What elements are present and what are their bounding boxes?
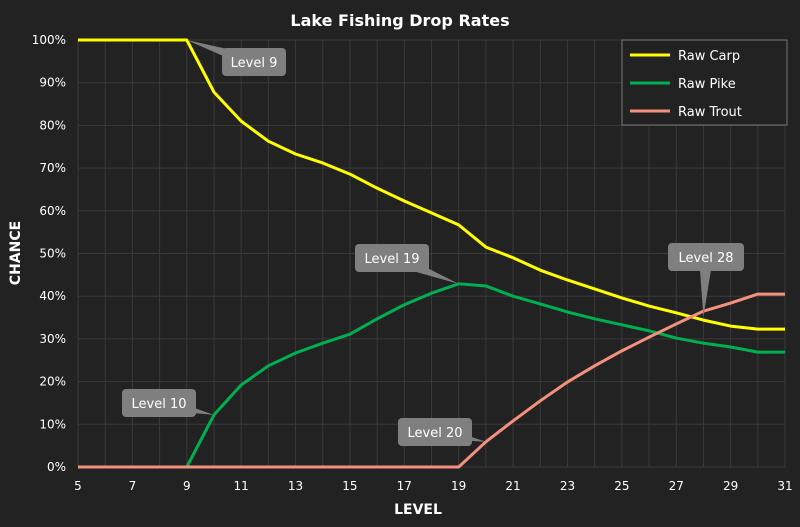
annotation-callout: Level 10	[122, 389, 214, 417]
callout-box	[122, 389, 196, 417]
chart-title: Lake Fishing Drop Rates	[290, 11, 509, 30]
x-tick-label: 31	[777, 479, 792, 493]
x-tick-label: 27	[669, 479, 684, 493]
legend-item: Raw Pike	[630, 77, 736, 92]
callout-label: Level 10	[132, 397, 187, 412]
y-tick-label: 90%	[39, 76, 66, 90]
y-tick-label: 50%	[39, 247, 66, 261]
callout-box	[355, 244, 429, 272]
x-tick-label: 7	[129, 479, 137, 493]
x-axis-ticks: 5 7 9 11 13 15 17 19 21 23 25 27 29 31	[74, 479, 792, 493]
x-tick-label: 11	[234, 479, 249, 493]
x-tick-label: 15	[342, 479, 357, 493]
x-tick-label: 21	[505, 479, 520, 493]
series-line-raw-trout	[78, 292, 785, 469]
callout-pointer	[699, 256, 713, 317]
x-tick-label: 23	[560, 479, 575, 493]
y-tick-label: 10%	[39, 417, 66, 431]
series-line-raw-pike	[78, 282, 785, 469]
callout-label: Level 9	[231, 56, 278, 71]
annotations: Level 9 Level 10 Level 19 Level 20 Level 28	[122, 40, 744, 446]
annotation-callout: Level 19	[355, 244, 459, 284]
y-tick-label: 100%	[32, 33, 66, 47]
callout-label: Level 20	[408, 426, 463, 441]
y-tick-label: 70%	[39, 161, 66, 175]
annotation-callout: Level 28	[668, 243, 744, 317]
x-axis-label: LEVEL	[394, 502, 442, 518]
x-tick-label: 25	[614, 479, 629, 493]
y-tick-label: 40%	[39, 289, 66, 303]
x-tick-label: 19	[451, 479, 466, 493]
x-tick-label: 5	[74, 479, 82, 493]
x-tick-label: 17	[397, 479, 412, 493]
series-lines	[78, 38, 785, 469]
legend-label: Raw Carp	[678, 49, 740, 64]
legend-label: Raw Trout	[678, 105, 742, 120]
y-tick-label: 20%	[39, 375, 66, 389]
callout-box	[398, 418, 472, 446]
annotation-callout: Level 9	[186, 40, 286, 76]
x-tick-label: 29	[723, 479, 738, 493]
y-tick-label: 0%	[47, 460, 66, 474]
y-axis-ticks: 0% 10% 20% 30% 40% 50% 60% 70% 80% 90% 100%	[32, 33, 66, 474]
callout-box	[668, 243, 744, 271]
callout-box	[222, 48, 286, 76]
y-tick-label: 60%	[39, 204, 66, 218]
callout-label: Level 19	[365, 252, 420, 267]
legend-item: Raw Carp	[630, 49, 740, 64]
callout-label: Level 28	[679, 251, 734, 266]
legend-item: Raw Trout	[630, 105, 742, 120]
legend-label: Raw Pike	[678, 77, 736, 92]
legend: Raw Carp Raw Pike Raw Trout	[621, 39, 788, 126]
annotation-callout: Level 20	[398, 418, 486, 446]
y-tick-label: 80%	[39, 118, 66, 132]
y-tick-label: 30%	[39, 332, 66, 346]
series-line-raw-carp	[78, 38, 785, 331]
y-axis-label: CHANCE	[8, 221, 24, 285]
x-tick-label: 9	[183, 479, 191, 493]
x-tick-label: 13	[288, 479, 303, 493]
